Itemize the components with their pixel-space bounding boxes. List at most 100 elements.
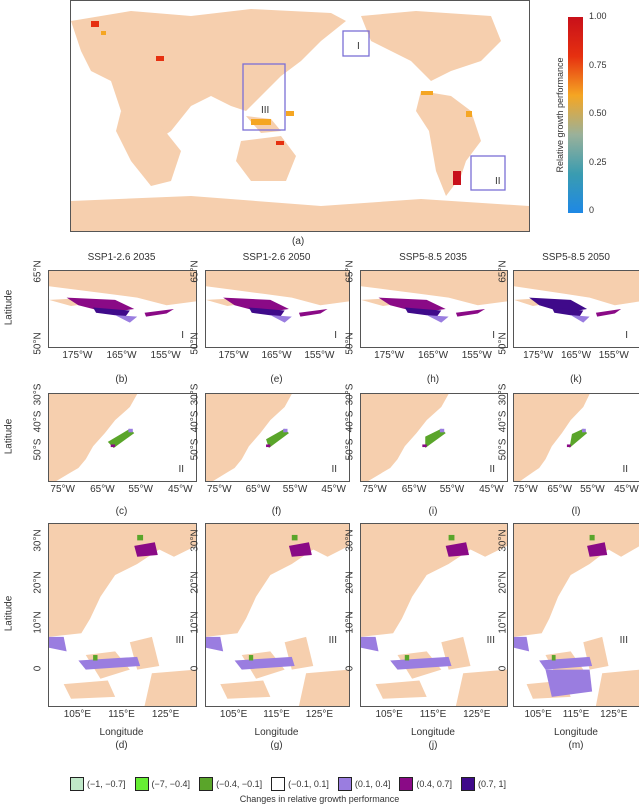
legend-label: (0.7, 1]	[477, 779, 506, 789]
x-tick-label: 175°W	[374, 350, 405, 361]
legend-swatch	[399, 777, 414, 791]
x-tick-label: 115°E	[419, 709, 447, 720]
x-tick-label: 165°W	[417, 350, 449, 361]
legend-label: (−1, −0.7]	[87, 779, 126, 789]
y-axis-label: Latitude	[3, 289, 15, 326]
x-tick-label: 175°W	[523, 350, 554, 361]
x-tick-label: 105°E	[524, 709, 552, 720]
colorbar-tick: 0	[589, 205, 595, 215]
x-tick-label: 105°E	[375, 709, 403, 720]
y-tick-label: 20°N	[32, 571, 44, 594]
region-boxes	[242, 30, 506, 191]
legend-label: (0.4, 0.7]	[416, 779, 452, 789]
y-tick-label: 0	[189, 665, 201, 671]
x-tick-label: 155°W	[304, 350, 335, 361]
region-label: II	[489, 464, 495, 475]
land-masses	[71, 9, 529, 231]
legend-title: Changes in relative growth performance	[239, 794, 400, 804]
region-map	[514, 524, 639, 706]
y-tick-label: 65°N	[344, 259, 356, 283]
x-tick-label: 125°E	[151, 709, 180, 720]
region-map-panel: II	[48, 393, 197, 482]
legend-swatch	[460, 777, 475, 791]
suitability-hotspots	[91, 21, 472, 185]
region-label: I	[181, 330, 184, 341]
legend-swatch	[134, 777, 149, 791]
x-tick-label: 65°W	[245, 484, 271, 495]
y-tick-label: 50°S	[32, 439, 44, 461]
y-tick-label: 50°N	[497, 332, 509, 356]
region-map-panel: II	[513, 393, 639, 482]
region-label-ii: II	[495, 176, 501, 187]
region-label: I	[625, 330, 628, 341]
y-tick-label: 10°N	[32, 611, 44, 634]
x-tick-label: 125°E	[305, 709, 334, 720]
x-tick-label: 105°E	[219, 709, 248, 720]
legend-item: (0.7, 1]	[460, 777, 506, 791]
region-label: III	[175, 635, 184, 646]
x-axis-label: Longitude	[411, 727, 455, 738]
y-tick-label: 50°N	[344, 332, 356, 356]
world-map: I II III	[70, 0, 530, 232]
region-map	[514, 271, 639, 323]
legend-item: (−7, −0.4]	[134, 777, 191, 791]
region-map-panel: I	[48, 270, 197, 348]
y-tick-label: 30°N	[344, 529, 356, 552]
region-map-panel: I	[360, 270, 508, 348]
panel-label-a: (a)	[292, 236, 305, 247]
region-label: III	[486, 635, 495, 646]
legend-label: (−7, −0.4]	[151, 779, 191, 789]
region-map	[206, 524, 349, 706]
region-label: III	[619, 635, 628, 646]
region-label: I	[334, 330, 337, 341]
region-map	[361, 524, 507, 706]
column-title: SSP5-8.5 2050	[542, 252, 610, 263]
x-axis-label: Longitude	[554, 727, 598, 738]
legend-swatch	[70, 777, 84, 791]
legend-item: (−0.1, 0.1]	[271, 777, 329, 791]
region-map	[361, 394, 449, 481]
x-tick-label: 155°W	[598, 350, 629, 361]
x-tick-label: 165°W	[560, 350, 592, 361]
y-tick-label: 20°N	[344, 571, 356, 594]
y-tick-label: 0	[344, 665, 356, 671]
region-map-panel: I	[205, 270, 350, 348]
panel-letter: (f)	[271, 506, 282, 517]
panel-letter: (m)	[568, 740, 584, 751]
panel-letter: (l)	[571, 506, 581, 517]
y-tick-label: 10°N	[189, 611, 201, 634]
legend-item: (0.1, 0.4]	[337, 777, 391, 791]
x-tick-label: 115°E	[562, 709, 590, 720]
x-tick-label: 75°W	[362, 484, 387, 495]
x-tick-label: 115°E	[263, 709, 290, 720]
x-tick-label: 105°E	[63, 709, 92, 720]
x-tick-label: 55°W	[439, 484, 465, 495]
region-map	[49, 394, 138, 481]
region-map	[49, 524, 196, 706]
y-tick-label: 40°S	[32, 410, 44, 433]
region-label: II	[331, 464, 337, 475]
legend: (−1, −0.7] (−7, −0.4] (−0.4, −0.1] (−0.1, 0…	[70, 777, 570, 791]
region-map-panel: II	[205, 393, 350, 482]
y-tick-label: 50°S	[344, 439, 356, 461]
y-tick-label: 30°N	[497, 529, 509, 552]
column-title: SSP5-8.5 2035	[399, 252, 467, 263]
region-label-i: I	[357, 41, 360, 52]
region-map-panel: III	[205, 523, 350, 707]
y-tick-label: 30°N	[189, 529, 201, 552]
region-map-panel: II	[360, 393, 508, 482]
y-axis-label: Latitude	[3, 595, 15, 632]
panel-letter: (d)	[115, 740, 128, 751]
panel-letter: (e)	[270, 374, 283, 385]
y-tick-label: 50°N	[189, 332, 201, 356]
y-tick-label: 40°S	[189, 410, 201, 433]
legend-swatch	[337, 777, 352, 791]
x-tick-label: 45°W	[479, 484, 504, 495]
colorbar-tick: 1.00	[589, 11, 607, 21]
region-map-panel: III	[48, 523, 197, 707]
legend-label: (0.1, 0.4]	[354, 779, 391, 789]
colorbar-tick: 0.50	[589, 108, 607, 118]
y-tick-label: 10°N	[344, 611, 356, 634]
region-map-panel: I	[513, 270, 639, 348]
